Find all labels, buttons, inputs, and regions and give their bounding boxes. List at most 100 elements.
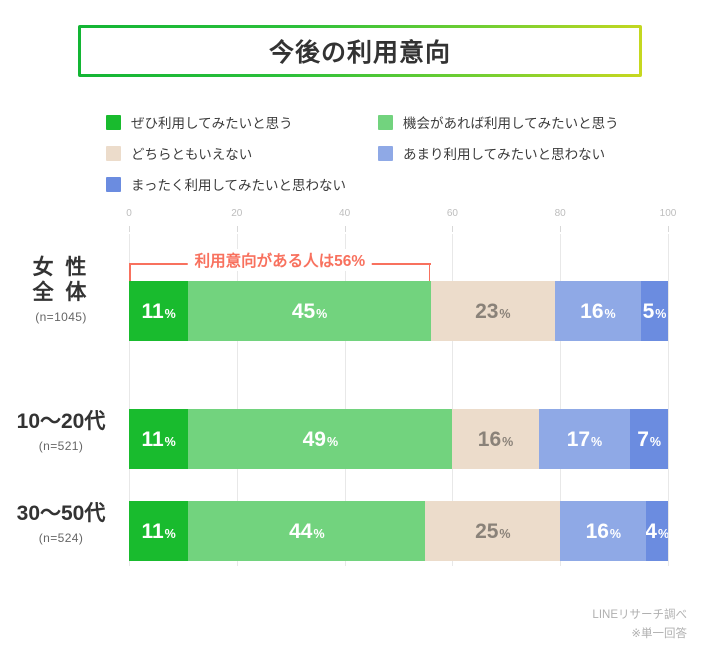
legend-swatch-icon-2 [106,145,121,161]
tick-label-80: 80 [554,208,566,219]
bar-segment[interactable]: 25% [425,501,561,561]
legend-label-1: 機会があれば利用してみたいと思う [403,116,619,131]
bar-segment-percent-sign: % [658,527,668,541]
bar-segment-percent-sign: % [164,526,176,541]
legend-row: ぜひ利用してみたいと思う 機会があれば利用してみたいと思う [106,112,666,132]
bar-segment-percent-sign: % [499,526,511,541]
legend-swatch-icon-1 [378,114,393,130]
bar-segment-percent-sign: % [164,434,176,449]
bar-segment[interactable]: 5% [641,281,668,341]
bar-segment-value: 23% [475,299,511,323]
bar-segment-percent-sign: % [164,306,176,321]
category-label-2-line1: 30〜50代 [16,502,106,525]
legend-label-4: まったく利用してみたいと思わない [131,178,347,193]
bar-segment[interactable]: 7% [630,409,668,469]
category-label-1-line1: 10〜20代 [16,410,106,433]
tick-mark-20 [236,226,238,232]
bar-segment[interactable]: 4% [646,501,668,561]
bar-segment-percent-sign: % [609,526,622,541]
source-line-1: LINEリサーチ調べ [592,609,687,622]
legend-item-3: あまり利用してみたいと思わない [378,143,666,163]
category-label-0: 女 性 全 体 (n=1045) [5,256,117,324]
bar-segment-percent-sign: % [326,434,339,449]
gridline-80 [560,234,562,566]
category-label-0-line2: 全 体 [32,280,90,304]
source-line-2: ※単一回答 [631,628,687,641]
legend-item-2: どちらともいえない [106,143,378,163]
tick-label-100: 100 [659,208,677,219]
bar-segment-percent-sign: % [502,434,514,449]
gridline-100 [668,234,669,566]
bar-segment[interactable]: 16% [560,501,647,561]
category-label-0-line1: 女 性 [32,256,90,279]
legend-item-4: まったく利用してみたいと思わない [106,174,378,194]
category-label-1-n: (n=521) [38,438,84,453]
bar-segment-value: 5% [642,299,667,323]
legend-row: まったく利用してみたいと思わない [106,174,666,194]
chart-source-note: LINEリサーチ調べ ※単一回答 [592,606,687,644]
tick-label-20: 20 [231,208,243,219]
bar-segment-percent-sign: % [499,306,511,321]
bar-segment-value: 44% [289,519,325,543]
category-label-column: 女 性 全 体 (n=1045) 10〜20代 (n=521) 30〜50代 (… [5,234,117,566]
legend-swatch-icon-0 [106,114,121,130]
gridline-60 [452,234,454,566]
gridline-20 [236,234,238,566]
plot-area: 0 20 40 60 80 100 11% 45% 23% 16% 5% 11% 49% 16% 17%… [126,208,676,566]
gridline-40 [344,234,346,566]
bar-segment-value: 16% [580,299,616,323]
bar-segment[interactable]: 45% [188,281,431,341]
bar-segment-value: 49% [302,427,339,451]
bar-segment-value: 11% [141,427,176,451]
legend-label-3: あまり利用してみたいと思わない [403,147,606,162]
bar-segment-value: 11% [141,519,176,543]
chart-title-box: 今後の利用意向 [78,25,642,77]
table-row: 11% 45% 23% 16% 5% [129,281,668,341]
bar-segment-value: 16% [477,427,514,451]
annotation-bracket: 利用意向がある人は56% [129,247,431,281]
bar-segment-value: 4% [646,521,668,542]
bar-segment[interactable]: 17% [538,409,631,469]
legend-swatch-icon-4 [106,176,121,192]
category-label-2-n: (n=524) [38,530,84,545]
annotation-text: 利用意向がある人は56% [187,249,373,271]
tick-mark-60 [452,226,454,232]
bar-segment-value: 17% [566,427,603,451]
table-row: 11% 44% 25% 16% 4% [129,501,668,561]
bar-segment[interactable]: 11% [129,409,189,469]
bar-segment-percent-sign: % [604,306,616,321]
legend-row: どちらともいえない あまり利用してみたいと思わない [106,143,666,163]
bar-segment-percent-sign: % [655,306,667,321]
bar-segment-value: 25% [475,519,511,543]
bar-segment[interactable]: 49% [188,409,453,469]
tick-mark-0 [129,226,130,232]
bar-segment-percent-sign: % [313,526,325,541]
bar-segment[interactable]: 44% [188,501,426,561]
category-label-2: 30〜50代 (n=524) [5,502,117,545]
legend-swatch-icon-3 [378,145,393,161]
gridline-0 [129,234,130,566]
legend-item-1: 機会があれば利用してみたいと思う [378,112,666,132]
bar-segment[interactable]: 16% [554,281,642,341]
tick-label-40: 40 [339,208,351,219]
bar-segment-percent-sign: % [591,434,603,449]
tick-label-0: 0 [126,208,132,219]
bar-segment[interactable]: 16% [452,409,539,469]
legend-label-2: どちらともいえない [131,147,253,162]
table-row: 11% 49% 16% 17% 7% [129,409,668,469]
bracket-tick-right [428,263,431,281]
tick-label-60: 60 [446,208,458,219]
page-title: 今後の利用意向 [268,39,451,67]
category-label-0-n: (n=1045) [35,309,87,324]
bar-segment-value: 7% [637,427,662,451]
bar-segment-percent-sign: % [316,306,328,321]
bar-segment-value: 11% [141,299,176,323]
legend-label-0: ぜひ利用してみたいと思う [131,116,293,131]
chart-legend: ぜひ利用してみたいと思う 機会があれば利用してみたいと思う どちらともいえない … [106,112,666,205]
category-label-1: 10〜20代 (n=521) [5,410,117,453]
bar-segment[interactable]: 11% [129,501,189,561]
bar-segment[interactable]: 23% [430,281,555,341]
bar-segment[interactable]: 11% [129,281,189,341]
bracket-tick-left [129,263,131,281]
